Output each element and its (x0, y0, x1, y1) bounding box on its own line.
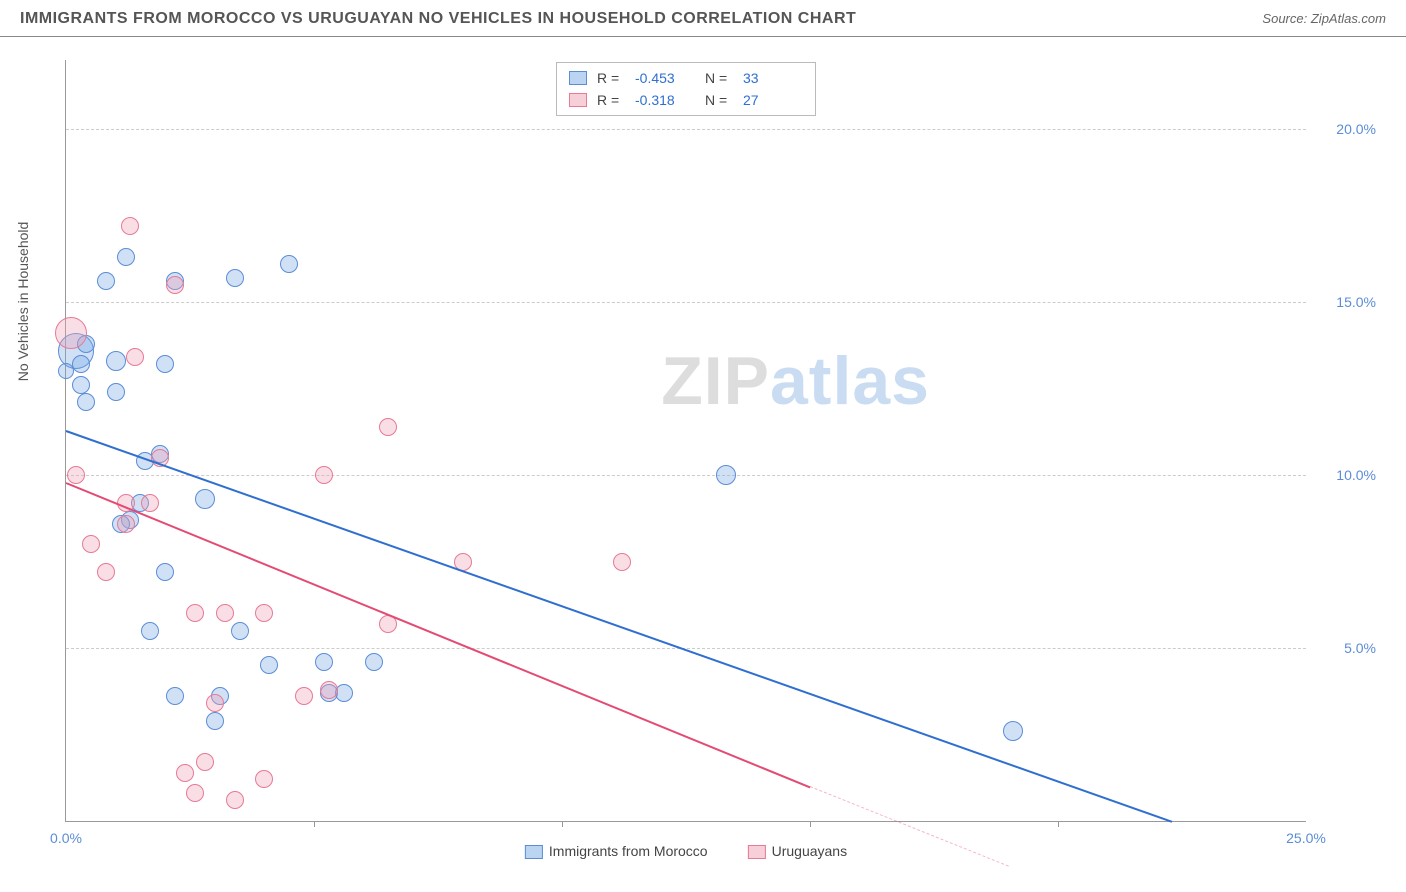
scatter-point (141, 622, 159, 640)
legend-stats-row: R = -0.453 N = 33 (569, 67, 803, 89)
legend-item: Immigrants from Morocco (525, 843, 708, 859)
scatter-point (716, 465, 736, 485)
scatter-point (117, 248, 135, 266)
scatter-point (196, 753, 214, 771)
scatter-point (206, 694, 224, 712)
scatter-point (379, 418, 397, 436)
legend-stats-row: R = -0.318 N = 27 (569, 89, 803, 111)
swatch-pink-icon (748, 845, 766, 859)
title-bar: IMMIGRANTS FROM MOROCCO VS URUGUAYAN NO … (0, 0, 1406, 37)
scatter-point (106, 351, 126, 371)
swatch-blue-icon (569, 71, 587, 85)
trendline-pink (66, 482, 811, 788)
n-value-blue: 33 (743, 67, 803, 89)
r-label: R = (597, 89, 625, 111)
scatter-point (166, 276, 184, 294)
scatter-point (295, 687, 313, 705)
y-tick-label: 15.0% (1336, 294, 1376, 310)
scatter-point (255, 770, 273, 788)
scatter-point (186, 604, 204, 622)
scatter-point (107, 383, 125, 401)
y-tick-label: 20.0% (1336, 121, 1376, 137)
r-value-pink: -0.318 (635, 89, 695, 111)
watermark-b: atlas (770, 343, 930, 419)
gridline (66, 129, 1306, 130)
n-label: N = (705, 89, 733, 111)
scatter-point (186, 784, 204, 802)
scatter-point (141, 494, 159, 512)
scatter-point (315, 466, 333, 484)
x-tick-mark (314, 821, 315, 827)
legend-item: Uruguayans (748, 843, 848, 859)
x-tick-mark (810, 821, 811, 827)
scatter-point (126, 348, 144, 366)
scatter-point (176, 764, 194, 782)
n-value-pink: 27 (743, 89, 803, 111)
swatch-pink-icon (569, 93, 587, 107)
scatter-point (216, 604, 234, 622)
scatter-point (365, 653, 383, 671)
legend-label-blue: Immigrants from Morocco (549, 843, 708, 859)
swatch-blue-icon (525, 845, 543, 859)
scatter-point (226, 791, 244, 809)
scatter-point (1003, 721, 1023, 741)
scatter-point (195, 489, 215, 509)
scatter-point (280, 255, 298, 273)
source-value: ZipAtlas.com (1311, 11, 1386, 26)
scatter-point (166, 687, 184, 705)
scatter-point (255, 604, 273, 622)
gridline (66, 475, 1306, 476)
scatter-point (320, 681, 338, 699)
x-tick-mark (1058, 821, 1059, 827)
watermark: ZIPatlas (661, 342, 930, 420)
scatter-point (121, 217, 139, 235)
x-tick-label: 25.0% (1286, 830, 1326, 846)
scatter-point (55, 317, 87, 349)
x-tick-label: 0.0% (50, 830, 82, 846)
scatter-point (82, 535, 100, 553)
r-label: R = (597, 67, 625, 89)
legend-series: Immigrants from Morocco Uruguayans (525, 843, 847, 859)
chart-area: No Vehicles in Household ZIPatlas R = -0… (20, 50, 1386, 872)
chart-title: IMMIGRANTS FROM MOROCCO VS URUGUAYAN NO … (20, 10, 856, 28)
scatter-point (97, 272, 115, 290)
plot-region: ZIPatlas R = -0.453 N = 33 R = -0.318 N … (65, 60, 1306, 822)
scatter-point (260, 656, 278, 674)
n-label: N = (705, 67, 733, 89)
y-axis-label: No Vehicles in Household (15, 222, 31, 382)
y-tick-label: 5.0% (1344, 640, 1376, 656)
scatter-point (58, 363, 74, 379)
x-tick-mark (562, 821, 563, 827)
scatter-point (117, 515, 135, 533)
scatter-point (613, 553, 631, 571)
scatter-point (77, 393, 95, 411)
source-label: Source: (1262, 11, 1307, 26)
legend-stats: R = -0.453 N = 33 R = -0.318 N = 27 (556, 62, 816, 116)
scatter-point (67, 466, 85, 484)
scatter-point (226, 269, 244, 287)
legend-label-pink: Uruguayans (772, 843, 848, 859)
r-value-blue: -0.453 (635, 67, 695, 89)
scatter-point (315, 653, 333, 671)
scatter-point (97, 563, 115, 581)
scatter-point (72, 355, 90, 373)
scatter-point (72, 376, 90, 394)
scatter-point (156, 355, 174, 373)
gridline (66, 302, 1306, 303)
y-tick-label: 10.0% (1336, 467, 1376, 483)
source: Source: ZipAtlas.com (1262, 11, 1386, 26)
scatter-point (231, 622, 249, 640)
scatter-point (156, 563, 174, 581)
scatter-point (206, 712, 224, 730)
watermark-a: ZIP (661, 343, 770, 419)
